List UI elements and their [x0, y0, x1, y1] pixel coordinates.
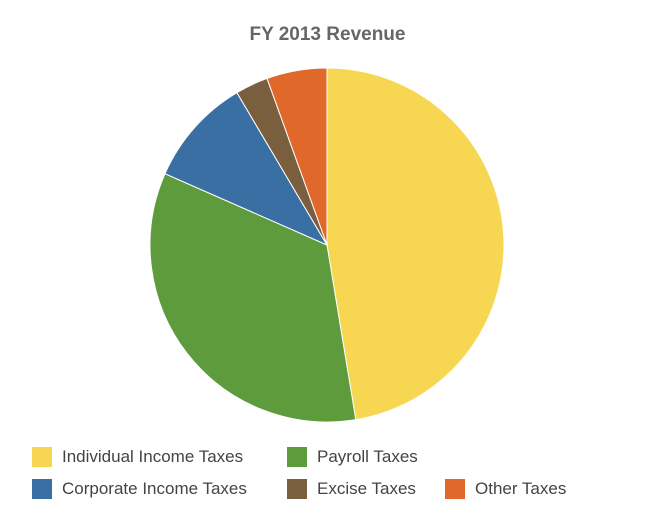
pie-slice-other-taxes [266, 67, 328, 246]
legend-item-excise-taxes: Excise Taxes [287, 477, 416, 501]
legend-swatch-corporate-income-taxes [32, 479, 52, 499]
legend-swatch-payroll-taxes [287, 447, 307, 467]
legend-label-individual-income-taxes: Individual Income Taxes [62, 447, 244, 466]
legend-swatch-individual-income-taxes [32, 447, 52, 467]
pie-slice-payroll-taxes [149, 173, 357, 423]
legend-swatch-other-taxes [445, 479, 465, 499]
legend-item-payroll-taxes: Payroll Taxes [287, 445, 418, 469]
pie-slice-corporate-income-taxes [164, 91, 329, 247]
legend-swatch-excise-taxes [287, 479, 307, 499]
legend-item-corporate-income-taxes: Corporate Income Taxes [32, 477, 247, 501]
legend-label-excise-taxes: Excise Taxes [317, 479, 416, 498]
legend-label-corporate-income-taxes: Corporate Income Taxes [62, 479, 247, 498]
legend-label-other-taxes: Other Taxes [475, 479, 567, 498]
legend-label-payroll-taxes: Payroll Taxes [317, 447, 418, 466]
legend-item-other-taxes: Other Taxes [445, 477, 566, 501]
pie-slice-individual-income-taxes [326, 67, 505, 421]
legend-item-individual-income-taxes: Individual Income Taxes [32, 445, 243, 469]
chart-title: FY 2013 Revenue [249, 24, 406, 45]
